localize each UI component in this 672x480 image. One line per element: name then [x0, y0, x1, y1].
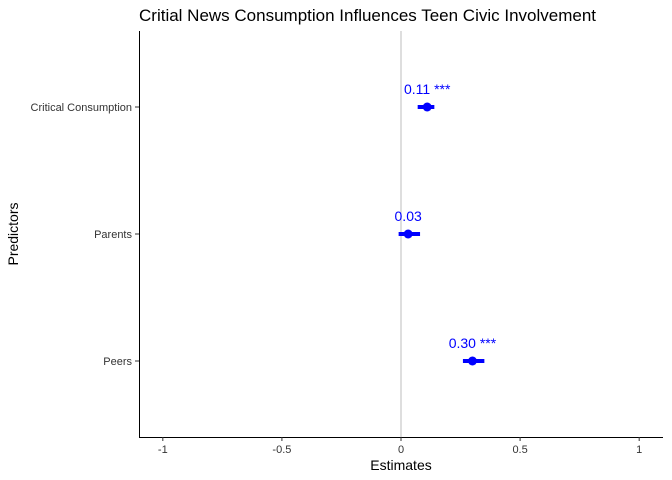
y-axis-title: Predictors: [5, 202, 21, 265]
y-tick-label: Peers: [103, 356, 132, 368]
estimate-point: [467, 356, 477, 366]
x-tick-label: 1: [636, 444, 642, 456]
estimate-label: 0.03: [395, 208, 422, 224]
x-axis-title: Estimates: [370, 457, 431, 473]
chart-title: Critial News Consumption Influences Teen…: [139, 6, 596, 25]
estimate-point: [403, 229, 413, 239]
x-tick-label: -1: [158, 444, 168, 456]
x-tick-label: -0.5: [272, 444, 291, 456]
x-tick-label: 0: [398, 444, 404, 456]
estimate-label: 0.11 ***: [404, 81, 451, 97]
y-tick-label: Critical Consumption: [31, 102, 132, 114]
estimate-label: 0.30 ***: [449, 335, 497, 351]
y-tick-label: Parents: [94, 229, 132, 241]
x-tick-label: 0.5: [512, 444, 527, 456]
estimate-point: [422, 102, 432, 112]
